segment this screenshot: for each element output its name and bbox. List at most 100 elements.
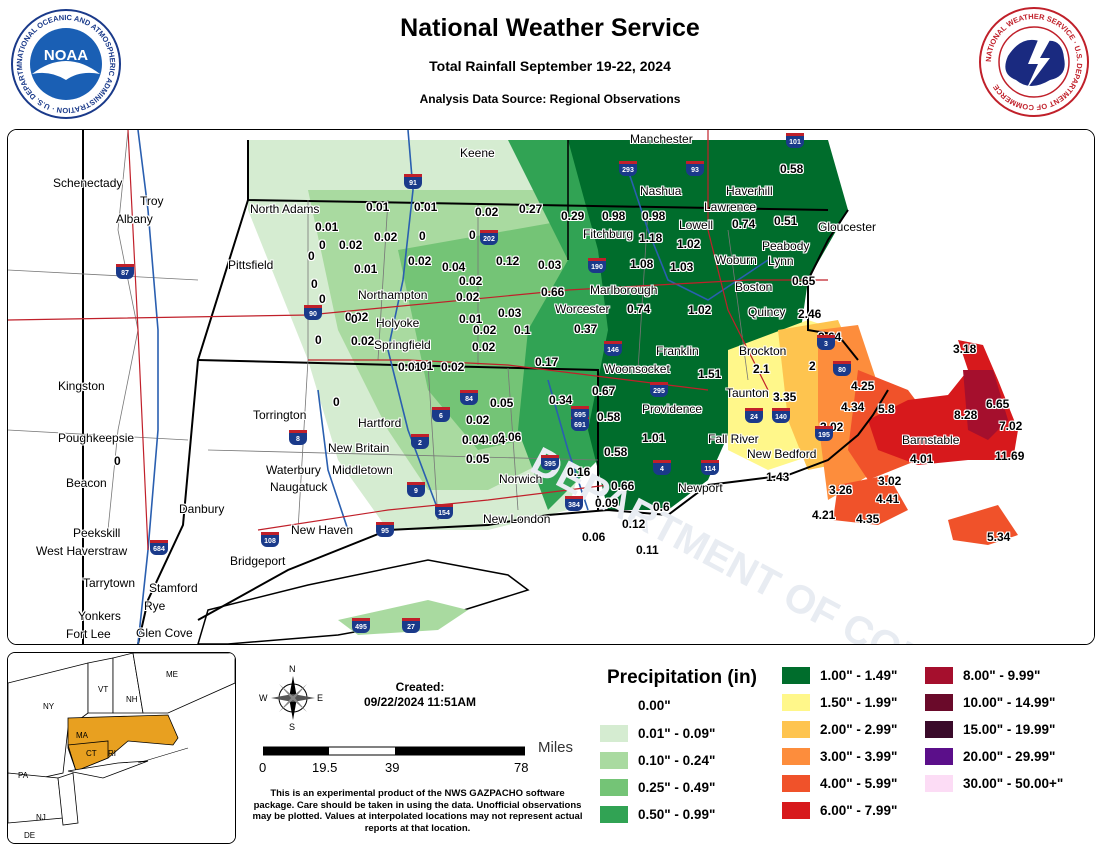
- rainfall-obs-63: 4.34: [841, 400, 865, 414]
- city-label-schenectady: Schenectady: [53, 176, 123, 190]
- interstate-shield-154: 154: [435, 504, 453, 519]
- rainfall-obs-81: 3.26: [829, 483, 853, 497]
- city-label-worcester: Worcester: [555, 302, 610, 316]
- interstate-shield-146: 146: [604, 341, 622, 356]
- city-label-waterbury: Waterbury: [266, 463, 321, 477]
- city-label-quincy: Quincy: [748, 305, 786, 319]
- map-subtitle: Total Rainfall September 19-22, 2024: [429, 58, 671, 74]
- legend-swatch: [600, 752, 628, 769]
- rainfall-obs-41: 0.1: [514, 323, 531, 337]
- legend-swatch: [782, 667, 810, 684]
- rainfall-obs-51: 2.1: [753, 362, 770, 376]
- rainfall-obs-36: 1.02: [688, 303, 712, 317]
- rainfall-obs-11: 0.02: [339, 238, 363, 252]
- data-source: Analysis Data Source: Regional Observati…: [419, 92, 681, 106]
- rainfall-obs-4: 0.27: [519, 202, 543, 216]
- rainfall-obs-85: 4.21: [812, 508, 836, 522]
- created-label: Created:: [395, 680, 445, 694]
- city-label-new-london: New London: [483, 512, 551, 526]
- interstate-shield-101: 101: [786, 133, 804, 148]
- rainfall-obs-88: 0.06: [582, 530, 606, 544]
- city-label-rye: Rye: [144, 599, 166, 613]
- rainfall-obs-54: 0.67: [592, 384, 616, 398]
- city-label-northampton: Northampton: [358, 288, 428, 302]
- rainfall-obs-86: 4.35: [856, 512, 880, 526]
- scale-unit: Miles: [538, 739, 574, 756]
- legend-swatch: [925, 721, 953, 738]
- rainfall-obs-35: 0.74: [627, 302, 651, 316]
- rainfall-obs-3: 0.02: [475, 205, 499, 219]
- compass-w: W: [259, 693, 268, 703]
- legend-label: 0.00": [638, 698, 671, 713]
- compass-rose: N S E W: [259, 664, 323, 732]
- city-label-glen-cove: Glen Cove: [136, 626, 193, 640]
- legend-label: 0.01" - 0.09": [638, 726, 716, 741]
- map-graphic: DEPARTMENT OF COMMERCE: [8, 130, 1094, 644]
- legend-swatch: [782, 802, 810, 819]
- rainfall-obs-12: 0.02: [374, 230, 398, 244]
- inset-state-de: DE: [24, 831, 36, 840]
- scale-tick-3: 78: [514, 760, 529, 775]
- city-label-west-haverstraw: West Haverstraw: [36, 544, 128, 558]
- city-label-norwich: Norwich: [499, 472, 543, 486]
- rainfall-obs-19: 0: [418, 254, 425, 268]
- city-label-gloucester: Gloucester: [818, 220, 877, 234]
- city-label-boston: Boston: [735, 280, 773, 294]
- city-label-hartford: Hartford: [358, 416, 402, 430]
- city-label-peekskill: Peekskill: [73, 526, 121, 540]
- interstate-shield-190: 190: [588, 258, 606, 273]
- city-label-haverhill: Haverhill: [726, 184, 773, 198]
- rainfall-obs-13: 0: [419, 229, 426, 243]
- interstate-shield-3: 3: [817, 335, 835, 350]
- rainfall-obs-59: 0: [333, 395, 340, 409]
- city-label-springfield: Springfield: [374, 338, 431, 352]
- rainfall-obs-77: 11.69: [995, 449, 1025, 463]
- rainfall-obs-56: 0.05: [490, 396, 514, 410]
- interstate-shield-6: 6: [432, 407, 450, 422]
- rainfall-obs-47: 0.01: [410, 359, 434, 373]
- inset-state-nj: NJ: [36, 813, 46, 822]
- city-label-new-haven: New Haven: [291, 523, 354, 537]
- rainfall-obs-39: 0.01: [459, 312, 483, 326]
- city-label-fall-river: Fall River: [708, 432, 759, 446]
- rainfall-obs-79: 3.02: [878, 474, 902, 488]
- city-label-beacon: Beacon: [66, 476, 107, 490]
- interstate-shield-295: 295: [650, 382, 668, 397]
- rainfall-obs-67: 6.65: [986, 397, 1010, 411]
- city-label-pittsfield: Pittsfield: [228, 258, 274, 272]
- city-label-holyoke: Holyoke: [376, 316, 420, 330]
- rainfall-obs-17: 0: [319, 238, 326, 252]
- page-title: National Weather Service: [400, 14, 700, 42]
- rainfall-obs-68: 8.28: [954, 408, 978, 422]
- rainfall-obs-83: 0.6: [653, 500, 670, 514]
- inset-state-pa: PA: [18, 771, 29, 780]
- noaa-logo: NATIONAL OCEANIC AND ATMOSPHERIC ADMINIS…: [7, 1, 122, 120]
- city-label-troy: Troy: [140, 194, 164, 208]
- city-label-torrington: Torrington: [253, 408, 307, 422]
- legend-label: 3.00" - 3.99": [820, 749, 898, 764]
- rainfall-obs-82: 0.09: [595, 496, 619, 510]
- city-label-tarrytown: Tarrytown: [83, 576, 136, 590]
- city-label-brockton: Brockton: [739, 344, 787, 358]
- rainfall-obs-80: 0.66: [611, 479, 635, 493]
- interstate-shield-27: 27: [402, 618, 420, 633]
- rainfall-obs-30: 0: [319, 292, 326, 306]
- city-label-newport: Newport: [678, 481, 723, 495]
- scale-tick-2: 39: [385, 760, 400, 775]
- rainfall-obs-60: 0.02: [466, 413, 490, 427]
- scale-tick-0: 0: [259, 760, 267, 775]
- inset-state-ct: CT: [86, 749, 97, 758]
- city-label-barnstable: Barnstable: [902, 433, 960, 447]
- legend-swatch: [600, 779, 628, 796]
- legend-label: 15.00" - 19.99": [963, 722, 1056, 737]
- rainfall-obs-9: 0.51: [774, 214, 798, 228]
- rainfall-obs-20: 0: [308, 249, 315, 263]
- rainfall-obs-6: 0.98: [602, 209, 626, 223]
- legend-swatch: [600, 725, 628, 742]
- legend-swatch: [782, 694, 810, 711]
- legend-title: Precipitation (in): [607, 667, 757, 688]
- created-stamp: Created: 09/22/2024 11:51AM: [330, 680, 510, 710]
- legend-swatch: [925, 775, 953, 792]
- created-datetime: 09/22/2024 11:51AM: [363, 695, 477, 709]
- city-label-poughkeepsie: Poughkeepsie: [58, 431, 135, 445]
